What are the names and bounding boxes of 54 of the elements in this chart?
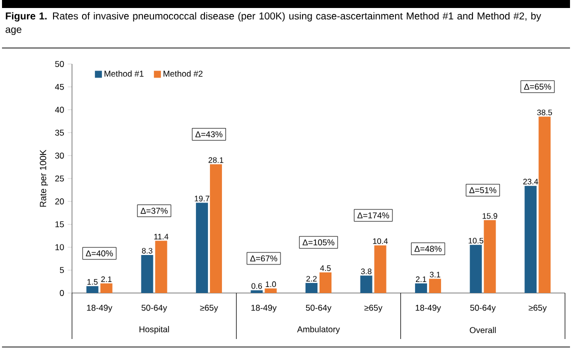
bar xyxy=(320,272,332,293)
annotation: Δ=40% xyxy=(86,250,113,256)
bar xyxy=(429,278,442,293)
text: Overall xyxy=(470,326,496,334)
bar xyxy=(141,254,154,293)
annotation: Δ=174% xyxy=(357,212,390,218)
bar xyxy=(250,290,263,293)
bar xyxy=(415,283,428,293)
y-tick-label: 30 xyxy=(55,152,64,159)
y-tick-label: 0 xyxy=(60,290,64,296)
bar xyxy=(210,164,222,293)
x-tick-label: ≥65y xyxy=(528,304,547,312)
y-tick-label: 25 xyxy=(55,176,64,182)
x-tick-label: 50-64y xyxy=(306,304,332,312)
bar xyxy=(306,282,318,293)
bar xyxy=(524,186,537,293)
x-tick-label: 18-49y xyxy=(87,304,112,312)
annotation: Δ=37% xyxy=(140,208,168,214)
x-tick-label: ≥65y xyxy=(364,304,382,312)
x-tick-label: ≥65y xyxy=(200,304,218,312)
annotation: Δ=51% xyxy=(469,187,496,194)
annotation: Δ=67% xyxy=(250,255,278,262)
y-tick-label: 35 xyxy=(55,130,64,136)
annotation: Δ=105% xyxy=(302,239,334,246)
bar xyxy=(360,276,372,293)
y-tick-label: 15 xyxy=(55,221,64,228)
y-tick-label: 40 xyxy=(55,106,64,113)
x-tick-label: 18-49y xyxy=(416,304,441,312)
y-axis-title: Rate per 100K xyxy=(40,150,48,207)
y-tick-label: 50 xyxy=(55,61,64,67)
bar xyxy=(86,286,98,293)
annotation: Δ=43% xyxy=(195,131,222,138)
x-tick-label: 50-64y xyxy=(470,304,496,312)
y-tick-label: 20 xyxy=(55,198,64,204)
annotation: Δ=65% xyxy=(524,84,552,90)
bar xyxy=(100,283,112,293)
legend-label: Method #1 xyxy=(104,70,144,77)
bar xyxy=(264,288,277,293)
legend-label: Method #2 xyxy=(164,70,202,77)
bar xyxy=(196,202,208,293)
bar xyxy=(484,220,496,293)
annotation: Δ=48% xyxy=(414,246,442,252)
y-tick-label: 10 xyxy=(55,244,64,250)
text: Hospital xyxy=(140,326,169,334)
bar xyxy=(155,240,168,293)
bar xyxy=(538,116,551,293)
y-tick-label: 5 xyxy=(60,267,64,274)
x-tick-label: 50-64y xyxy=(142,304,168,312)
bar xyxy=(374,245,386,293)
y-tick-label: 45 xyxy=(55,84,64,90)
x-tick-label: 18-49y xyxy=(251,304,277,312)
chart-title: Figure 1. Rates of invasive pneumococcal disease (per 100K) using case-ascertainment Method #1 and Method #2, by age xyxy=(6,12,542,35)
bar xyxy=(470,244,482,293)
text: Ambulatory xyxy=(297,326,340,334)
